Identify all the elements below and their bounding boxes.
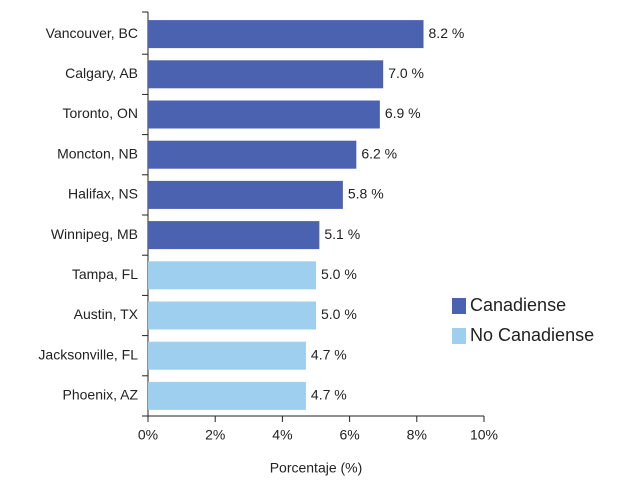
data-label: 5.8 % — [348, 186, 384, 202]
legend-label: No Canadiense — [470, 325, 594, 345]
data-label: 6.2 % — [361, 145, 397, 161]
x-tick-label: 8% — [407, 427, 427, 443]
bar — [148, 341, 306, 370]
y-tick-label: Jacksonville, FL — [38, 346, 138, 362]
data-label: 5.0 % — [321, 266, 357, 282]
data-label: 5.1 % — [324, 226, 360, 242]
bar — [148, 261, 316, 290]
y-tick-label: Moncton, NB — [57, 145, 138, 161]
x-tick-label: 6% — [339, 427, 359, 443]
data-label: 5.0 % — [321, 306, 357, 322]
x-tick-label: 4% — [272, 427, 292, 443]
y-tick-label: Phoenix, AZ — [63, 387, 139, 403]
y-tick-label: Halifax, NS — [68, 186, 138, 202]
bar — [148, 221, 320, 250]
data-label: 7.0 % — [388, 65, 424, 81]
y-tick-label: Austin, TX — [74, 306, 139, 322]
bar — [148, 381, 306, 410]
data-label: 4.7 % — [311, 387, 347, 403]
bar — [148, 180, 343, 209]
data-label: 6.9 % — [385, 105, 421, 121]
legend-label: Canadiense — [470, 295, 566, 315]
bar — [148, 140, 357, 169]
legend-swatch — [452, 328, 466, 344]
y-tick-label: Tampa, FL — [72, 266, 138, 282]
y-tick-label: Vancouver, BC — [46, 25, 138, 41]
y-tick-label: Calgary, AB — [65, 65, 138, 81]
y-tick-label: Toronto, ON — [63, 105, 138, 121]
x-axis-label: Porcentaje (%) — [270, 460, 363, 476]
data-label: 4.7 % — [311, 346, 347, 362]
bar — [148, 301, 316, 330]
data-label: 8.2 % — [429, 25, 465, 41]
bar — [148, 60, 384, 89]
x-tick-label: 10% — [470, 427, 498, 443]
legend-swatch — [452, 298, 466, 314]
bar — [148, 20, 424, 49]
bar — [148, 100, 380, 129]
x-tick-label: 0% — [138, 427, 158, 443]
y-tick-label: Winnipeg, MB — [51, 226, 138, 242]
x-tick-label: 2% — [205, 427, 225, 443]
